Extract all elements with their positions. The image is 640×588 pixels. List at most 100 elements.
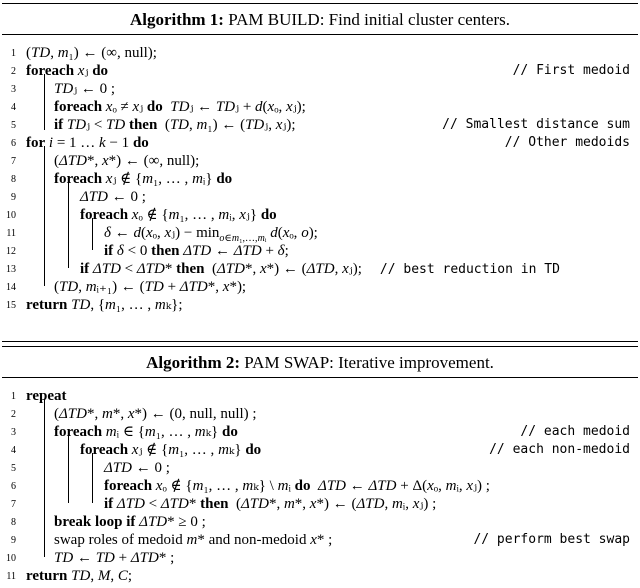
algorithm-line: 1 repeat — [0, 385, 640, 407]
line-number: 1 — [11, 48, 16, 59]
line-code: break loop if ΔTD* ≥ 0 ; — [54, 514, 206, 530]
line-number: 13 — [6, 264, 16, 275]
indent-guide — [44, 74, 45, 130]
algorithm-line: 13 if ΔTD < ΔTD* then (ΔTD*, x*) ← (ΔTD,… — [0, 258, 640, 280]
line-number: 6 — [11, 481, 16, 492]
algorithm-line: 4 foreach xⱼ ∉ {m₁, … , mₖ} do // each n… — [0, 439, 640, 461]
algorithm-line: 7 (ΔTD*, x*) ← (∞, null); — [0, 150, 640, 172]
line-code: δ ← d(xₒ, xⱼ) − mino∈m₁,…,mᵢ d(xₒ, o); — [104, 225, 318, 244]
algorithm-line: 2 (ΔTD*, m*, x*) ← (0, null, null) ; — [0, 403, 640, 425]
algorithm-line: 7 if ΔTD < ΔTD* then (ΔTD*, m*, x*) ← (Δ… — [0, 493, 640, 515]
line-number: 14 — [6, 282, 16, 293]
line-number: 2 — [11, 409, 16, 420]
algorithm-line: 3 foreach mᵢ ∈ {m₁, … , mₖ} do // each m… — [0, 421, 640, 443]
line-number: 11 — [6, 571, 16, 582]
indent-guide — [44, 399, 45, 557]
line-code: TD ← TD + ΔTD* ; — [54, 550, 175, 566]
line-number: 3 — [11, 427, 16, 438]
line-code: foreach mᵢ ∈ {m₁, … , mₖ} do — [54, 424, 238, 440]
algorithm-2-label: Algorithm 2: — [146, 353, 241, 372]
line-code: (ΔTD*, x*) ← (∞, null); — [54, 153, 200, 169]
algorithm-line: 2 foreach xⱼ do // First medoid — [0, 60, 640, 82]
line-number: 9 — [11, 535, 16, 546]
algorithm-line: 8 foreach xⱼ ∉ {m₁, … , mᵢ} do — [0, 168, 640, 190]
bottom-rule — [2, 341, 638, 342]
algorithm-line: 9 swap roles of medoid m* and non-medoid… — [0, 529, 640, 551]
line-number: 7 — [11, 156, 16, 167]
algorithm-line: 10 TD ← TD + ΔTD* ; — [0, 547, 640, 569]
line-number: 11 — [6, 228, 16, 239]
indent-guide — [92, 218, 93, 250]
line-code: ΔTD ← 0 ; — [80, 189, 146, 205]
algorithm-line: 10 foreach xₒ ∉ {m₁, … , mᵢ, xⱼ} do — [0, 204, 640, 226]
line-number: 3 — [11, 84, 16, 95]
algorithm-line: 6 for i = 1 … k − 1 do // Other medoids — [0, 132, 640, 154]
algorithm-line: 12 if δ < 0 then ΔTD ← ΔTD + δ; — [0, 240, 640, 262]
algorithm-line: 6 foreach xₒ ∉ {m₁, … , mₖ} \ mᵢ do ΔTD … — [0, 475, 640, 497]
algorithm-line: 4 foreach xₒ ≠ xⱼ do TDⱼ ← TDⱼ + d(xₒ, x… — [0, 96, 640, 118]
algorithm-line: 1 (TD, m₁) ← (∞, null); — [0, 42, 640, 64]
line-number: 4 — [11, 102, 16, 113]
line-code: swap roles of medoid m* and non-medoid x… — [54, 532, 333, 548]
algorithm-line: 9 ΔTD ← 0 ; — [0, 186, 640, 208]
line-number: 6 — [11, 138, 16, 149]
line-number: 8 — [11, 517, 16, 528]
line-code: foreach xₒ ∉ {m₁, … , mᵢ, xⱼ} do — [80, 207, 277, 223]
algorithm-line: 14 (TD, mᵢ₊₁) ← (TD + ΔTD*, x*); — [0, 276, 640, 298]
line-code: return TD, {m₁, … , mₖ}; — [26, 297, 183, 313]
indent-guide — [68, 435, 69, 503]
algorithm-line: 11 return TD, M, C; — [0, 565, 640, 587]
indent-guide — [68, 182, 69, 268]
line-code: (TD, mᵢ₊₁) ← (TD + ΔTD*, x*); — [54, 279, 247, 295]
algorithm-line: 8 break loop if ΔTD* ≥ 0 ; — [0, 511, 640, 533]
line-comment: // Other medoids — [504, 135, 630, 150]
line-number: 1 — [11, 391, 16, 402]
line-code: (ΔTD*, m*, x*) ← (0, null, null) ; — [54, 406, 257, 422]
line-code: return TD, M, C; — [26, 568, 133, 584]
line-number: 2 — [11, 66, 16, 77]
top-rule — [2, 346, 638, 347]
line-comment: // each non-medoid — [489, 442, 630, 457]
caption-rule — [2, 34, 638, 35]
line-comment: // Smallest distance sum — [442, 117, 630, 132]
line-code: foreach xⱼ ∉ {m₁, … , mᵢ} do — [54, 171, 233, 187]
algorithm-line: 5 if TDⱼ < TD then (TD, m₁) ← (TDⱼ, xⱼ);… — [0, 114, 640, 136]
line-code: foreach xₒ ≠ xⱼ do TDⱼ ← TDⱼ + d(xₒ, xⱼ)… — [54, 99, 306, 115]
line-comment: // perform best swap — [473, 532, 630, 547]
line-code: if ΔTD < ΔTD* then (ΔTD*, m*, x*) ← (ΔTD… — [104, 496, 437, 512]
line-number: 7 — [11, 499, 16, 510]
line-number: 15 — [6, 300, 16, 311]
line-comment: // each medoid — [520, 424, 630, 439]
line-number: 9 — [11, 192, 16, 203]
line-code: if δ < 0 then ΔTD ← ΔTD + δ; — [104, 243, 289, 259]
line-code: (TD, m₁) ← (∞, null); — [26, 45, 157, 61]
algorithm-2-title: PAM SWAP: Iterative improvement. — [244, 353, 494, 372]
line-number: 10 — [6, 553, 16, 564]
algorithm-line: 15 return TD, {m₁, … , mₖ}; — [0, 294, 640, 316]
line-code: if TDⱼ < TD then (TD, m₁) ← (TDⱼ, xⱼ); — [54, 117, 296, 133]
line-number: 5 — [11, 463, 16, 474]
algorithm-line: 11 δ ← d(xₒ, xⱼ) − mino∈m₁,…,mᵢ d(xₒ, o)… — [0, 222, 640, 244]
top-rule — [2, 3, 638, 4]
algorithm-line: 5 ΔTD ← 0 ; — [0, 457, 640, 479]
line-number: 4 — [11, 445, 16, 456]
line-code: if ΔTD < ΔTD* then (ΔTD*, x*) ← (ΔTD, xⱼ… — [80, 261, 560, 277]
algorithm-line: 3 TDⱼ ← 0 ; — [0, 78, 640, 100]
line-code: TDⱼ ← 0 ; — [54, 81, 116, 97]
algorithm-1-title: PAM BUILD: Find initial cluster centers. — [228, 10, 510, 29]
indent-guide — [44, 146, 45, 286]
algorithm-2: Algorithm 2: PAM SWAP: Iterative improve… — [0, 343, 640, 586]
line-code: for i = 1 … k − 1 do — [26, 135, 149, 151]
line-comment: // best reduction in TD — [379, 262, 560, 277]
algorithm-1-caption: Algorithm 1: PAM BUILD: Find initial clu… — [0, 9, 640, 31]
algorithm-1: Algorithm 1: PAM BUILD: Find initial clu… — [0, 3, 640, 342]
line-comment: // First medoid — [512, 63, 630, 78]
caption-rule — [2, 377, 638, 378]
line-number: 5 — [11, 120, 16, 131]
algorithm-2-caption: Algorithm 2: PAM SWAP: Iterative improve… — [0, 352, 640, 374]
line-code: repeat — [26, 388, 67, 404]
line-code: foreach xⱼ ∉ {m₁, … , mₖ} do — [80, 442, 262, 458]
line-code: foreach xⱼ do — [26, 63, 109, 79]
algorithm-1-label: Algorithm 1: — [130, 10, 224, 29]
